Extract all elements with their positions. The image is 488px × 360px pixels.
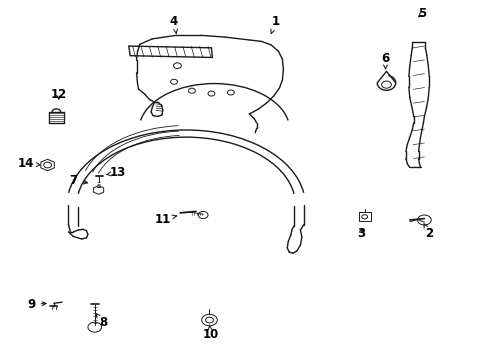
Text: 8: 8	[96, 314, 107, 329]
Text: 7: 7	[69, 174, 87, 186]
Text: 2: 2	[423, 224, 432, 240]
Text: 1: 1	[270, 14, 280, 33]
Bar	[358, 212, 370, 221]
Text: 13: 13	[106, 166, 126, 179]
Text: 14: 14	[18, 157, 40, 170]
Text: 12: 12	[51, 88, 67, 101]
Text: 10: 10	[202, 325, 218, 341]
Text: 11: 11	[154, 213, 176, 226]
Text: 9: 9	[27, 298, 46, 311]
Text: 3: 3	[356, 227, 365, 240]
Text: 6: 6	[381, 52, 389, 69]
Text: 4: 4	[169, 14, 178, 33]
Text: 5: 5	[417, 8, 425, 21]
